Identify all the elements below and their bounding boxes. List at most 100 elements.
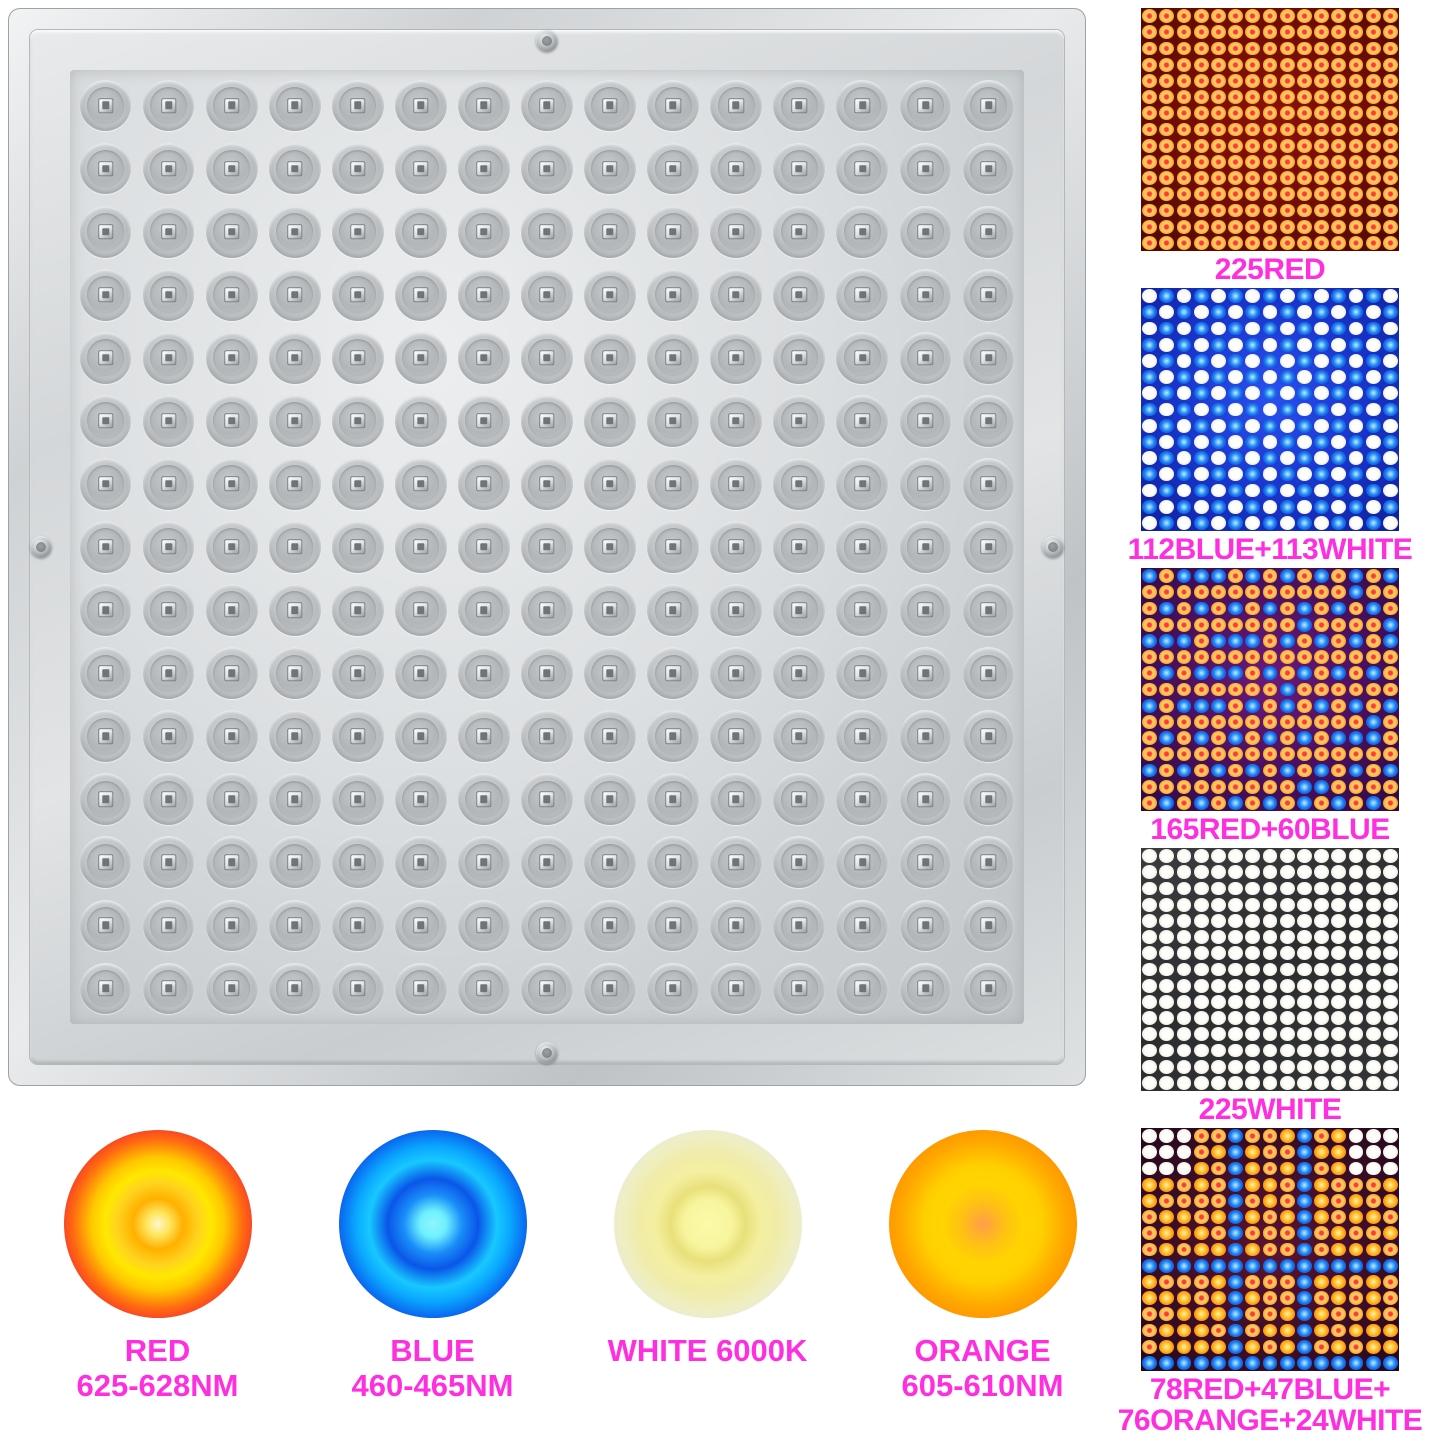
variant-led-dot — [1142, 25, 1157, 40]
variant-led-dot — [1193, 1011, 1209, 1025]
variant-led-dot — [1297, 1356, 1312, 1370]
variant-led-dot — [1365, 1210, 1381, 1224]
variant-led-dot — [1331, 682, 1347, 697]
variant-led-dot — [1297, 138, 1312, 153]
variant-led-dot — [1314, 138, 1329, 153]
variant-thumbnail[interactable] — [1141, 288, 1399, 531]
variant-led-dot — [1297, 57, 1312, 72]
led-lens — [74, 894, 137, 957]
led-chip — [288, 161, 302, 176]
led-chip — [540, 918, 554, 933]
led-lens — [200, 200, 263, 263]
led-chip — [729, 477, 743, 491]
led-lens — [894, 389, 957, 452]
led-reflector-cup — [584, 268, 636, 321]
led-lens — [579, 389, 642, 452]
variant-led-dot — [1176, 747, 1192, 762]
variant-led-dot — [1228, 74, 1243, 88]
variant-option-4[interactable]: 225WHITE — [1095, 848, 1445, 1126]
led-chip — [351, 414, 365, 428]
variant-led-dot — [1193, 634, 1209, 648]
variant-thumbnail[interactable] — [1141, 848, 1399, 1091]
variant-led-dot — [1159, 74, 1175, 88]
led-lens — [389, 831, 452, 894]
variant-led-dot — [1348, 289, 1364, 303]
variant-led-dot — [1142, 90, 1157, 104]
variant-option-2[interactable]: 112BLUE+113WHITE — [1095, 288, 1445, 566]
variant-led-dot — [1211, 90, 1226, 104]
led-lens — [452, 326, 515, 389]
variant-led-dot — [1279, 483, 1295, 498]
variant-led-dot — [1176, 881, 1192, 896]
led-chip — [666, 792, 680, 806]
led-chip — [666, 288, 680, 302]
variant-led-dot — [1159, 1226, 1175, 1241]
led-lens — [200, 642, 263, 705]
variant-led-dot — [1193, 914, 1209, 928]
led-reflector-cup — [458, 710, 510, 763]
variant-led-dot — [1176, 779, 1192, 794]
led-chip — [981, 477, 996, 491]
led-chip — [855, 540, 870, 554]
variant-led-dot — [1365, 74, 1381, 88]
variant-led-dot — [1142, 731, 1157, 745]
led-reflector-cup — [710, 899, 763, 952]
variant-led-dot — [1331, 1210, 1347, 1224]
variant-led-dot — [1245, 715, 1261, 729]
variant-led-dot — [1279, 995, 1295, 1009]
variant-led-dot — [1279, 930, 1295, 944]
variant-led-dot — [1159, 25, 1175, 40]
variant-led-dot — [1142, 402, 1157, 417]
variant-option-3[interactable]: 165RED+60BLUE — [1095, 568, 1445, 846]
led-lens — [894, 137, 957, 200]
led-lens — [452, 263, 515, 326]
variant-led-dot — [1365, 747, 1381, 762]
variant-option-1[interactable]: 225RED — [1095, 8, 1445, 286]
led-reflector-cup — [899, 205, 952, 258]
variant-led-dot — [1211, 715, 1226, 729]
variant-led-dot — [1365, 698, 1381, 713]
variant-led-dot — [1279, 1011, 1295, 1025]
variant-led-dot — [1159, 122, 1175, 137]
variant-led-dot — [1348, 483, 1364, 498]
variant-led-dot — [1159, 1177, 1175, 1192]
variant-led-dot — [1211, 962, 1226, 977]
variant-led-dot — [1193, 1242, 1209, 1257]
led-lens — [705, 326, 768, 389]
variant-led-dot — [1262, 881, 1278, 896]
variant-led-dot — [1331, 585, 1347, 600]
led-chip — [540, 666, 554, 680]
variant-led-dot — [1383, 1043, 1398, 1058]
variant-led-dot — [1383, 203, 1398, 218]
variant-thumbnail[interactable] — [1141, 1128, 1399, 1371]
variant-option-5[interactable]: 78RED+47BLUE+ 76ORANGE+24WHITE — [1095, 1128, 1445, 1436]
variant-thumbnail[interactable] — [1141, 568, 1399, 811]
variant-led-dot — [1331, 666, 1347, 681]
variant-led-dot — [1279, 779, 1295, 794]
variant-led-dot — [1365, 499, 1381, 514]
variant-led-dot — [1297, 1307, 1312, 1322]
led-chip — [414, 666, 428, 680]
led-lens — [389, 74, 452, 137]
led-lens — [579, 957, 642, 1020]
led-chip — [603, 161, 617, 176]
variant-led-dot — [1297, 451, 1312, 465]
led-chip — [792, 351, 806, 365]
variant-led-dot — [1159, 1161, 1175, 1176]
led-lens — [263, 579, 326, 642]
variant-led-dot — [1159, 483, 1175, 498]
variant-led-dot — [1193, 569, 1209, 583]
led-chip — [792, 603, 806, 617]
panel-bevel — [30, 30, 1064, 1064]
variant-led-dot — [1279, 650, 1295, 664]
led-chip — [981, 288, 996, 302]
led-grid — [70, 70, 1024, 1024]
led-color-swatch-row: RED 625-628NM BLUE 460-465NM WHITE 6000K OR… — [0, 1130, 1110, 1440]
variant-led-dot — [1348, 682, 1364, 697]
variant-led-dot — [1383, 155, 1398, 169]
variant-led-dot — [1297, 305, 1312, 320]
variant-led-dot — [1348, 601, 1364, 616]
variant-led-dot — [1314, 516, 1329, 530]
variant-thumbnail[interactable] — [1141, 8, 1399, 251]
variant-led-dot — [1383, 354, 1398, 368]
